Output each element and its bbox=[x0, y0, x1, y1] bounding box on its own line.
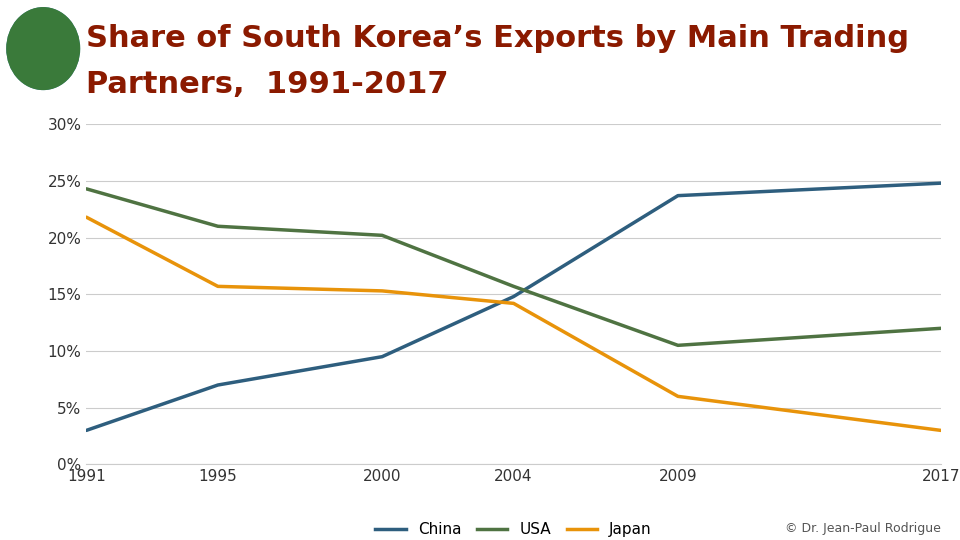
Japan bbox=[672, 393, 684, 400]
Text: Partners,  1991-2017: Partners, 1991-2017 bbox=[86, 70, 449, 99]
Circle shape bbox=[7, 8, 80, 90]
Japan bbox=[508, 300, 519, 307]
Text: © Dr. Jean-Paul Rodrigue: © Dr. Jean-Paul Rodrigue bbox=[785, 522, 941, 535]
China bbox=[376, 353, 388, 360]
Line: Japan: Japan bbox=[86, 217, 941, 430]
USA bbox=[672, 342, 684, 349]
Japan bbox=[81, 214, 92, 220]
China bbox=[212, 382, 224, 388]
USA bbox=[935, 325, 947, 332]
Japan bbox=[376, 288, 388, 294]
Legend: China, USA, Japan: China, USA, Japan bbox=[370, 516, 658, 540]
Line: China: China bbox=[86, 183, 941, 430]
USA bbox=[81, 186, 92, 192]
Japan bbox=[935, 427, 947, 434]
Text: Share of South Korea’s Exports by Main Trading: Share of South Korea’s Exports by Main T… bbox=[86, 24, 909, 53]
USA bbox=[212, 223, 224, 230]
Circle shape bbox=[7, 8, 80, 90]
China bbox=[672, 192, 684, 199]
China bbox=[935, 180, 947, 186]
USA bbox=[508, 283, 519, 289]
China bbox=[508, 293, 519, 300]
China bbox=[81, 427, 92, 434]
USA bbox=[376, 232, 388, 239]
Line: USA: USA bbox=[86, 189, 941, 346]
Japan bbox=[212, 283, 224, 289]
